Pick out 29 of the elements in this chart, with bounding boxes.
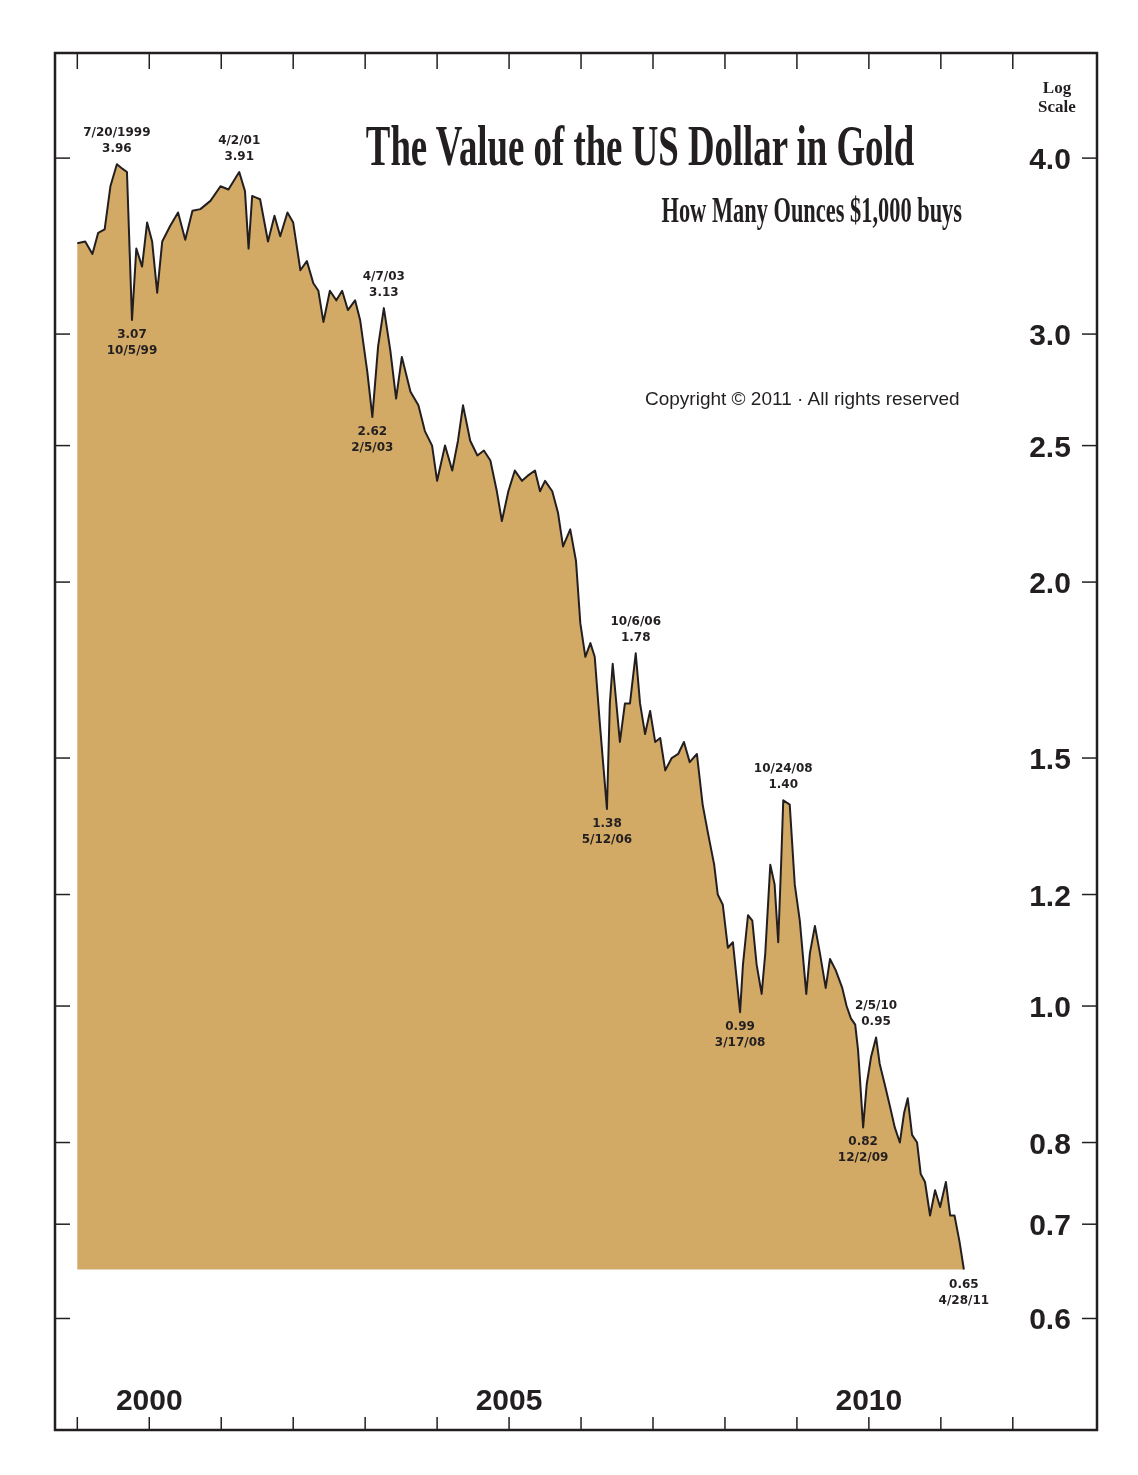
y-tick-label: 3.0	[1029, 318, 1071, 352]
y-tick-label: 1.0	[1029, 990, 1071, 1024]
y-tick-label: 1.5	[1029, 742, 1071, 776]
y-tick-label: 2.5	[1029, 429, 1071, 463]
y-tick-label: 0.6	[1029, 1302, 1071, 1336]
annotation: Copyright © 2011 · All rights reserved	[645, 388, 960, 409]
y-tick-label: 0.8	[1029, 1126, 1071, 1160]
annotation: 0.99 3/17/08	[714, 1019, 766, 1050]
annotation: 3.07 10/5/99	[106, 326, 158, 357]
y-tick-label: 0.7	[1029, 1208, 1071, 1242]
annotation: 2/5/10 0.95	[854, 998, 898, 1029]
text: The Value of the US Dollar in Gold	[365, 113, 915, 177]
text: How Many Ounces $1,000 buys	[661, 191, 962, 230]
annotation: 7/20/1999 3.96	[83, 125, 151, 156]
annotation: 4/7/03 3.13	[362, 269, 405, 300]
y-tick-label: 4.0	[1029, 142, 1071, 176]
annotation: 10/24/08 1.40	[753, 761, 813, 792]
annotation: 2.62 2/5/03	[351, 423, 394, 454]
y-tick-label: 1.2	[1029, 878, 1071, 912]
x-tick-label: 2010	[835, 1383, 903, 1416]
x-tick-label: 2000	[115, 1383, 183, 1416]
annotation: 4/2/01 3.91	[218, 133, 261, 164]
annotation: 0.65 4/28/11	[938, 1276, 990, 1307]
annotation: 1.38 5/12/06	[581, 816, 633, 847]
annotation: 0.82 12/2/09	[837, 1134, 889, 1165]
annotation: 10/6/06 1.78	[610, 614, 661, 645]
x-tick-label: 2005	[475, 1383, 543, 1416]
y-tick-label: 2.0	[1029, 566, 1071, 600]
annotation: Log Scale	[1038, 78, 1077, 116]
